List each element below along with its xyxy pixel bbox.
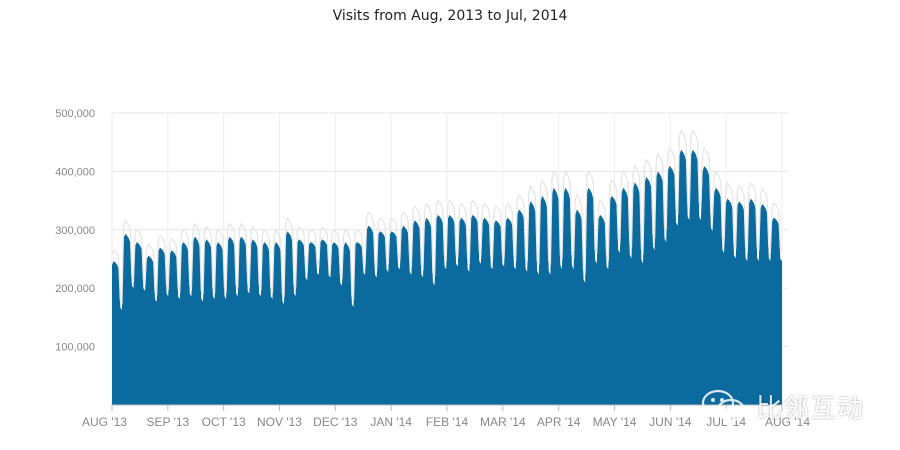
x-tick-label: NOV '13 (257, 415, 302, 429)
x-tick-label: AUG '13 (82, 415, 127, 429)
visits-area (112, 149, 782, 405)
y-tick-label: 100,000 (55, 342, 95, 354)
y-tick-label: 200,000 (55, 283, 95, 295)
visits-line (111, 128, 783, 306)
y-tick-label: 400,000 (55, 166, 95, 178)
x-tick-label: AUG '14 (765, 415, 810, 429)
x-tick-label: SEP '13 (146, 415, 189, 429)
y-tick-label: 300,000 (55, 225, 95, 237)
x-tick-label: JUN '14 (649, 415, 692, 429)
x-tick-label: MAR '14 (480, 415, 526, 429)
watermark: 比邻互动 (700, 388, 890, 424)
x-tick-label: APR '14 (537, 415, 581, 429)
y-tick-label: 500,000 (55, 108, 95, 120)
wechat-icon (701, 389, 746, 422)
x-tick-label: JAN '14 (370, 415, 412, 429)
watermark-text: 比邻互动 (756, 393, 865, 424)
x-tick-label: OCT '13 (202, 415, 246, 429)
x-tick-label: FEB '14 (426, 415, 469, 429)
x-tick-label: DEC '13 (313, 415, 358, 429)
x-tick-label: MAY '14 (593, 415, 637, 429)
chart-title: Visits from Aug, 2013 to Jul, 2014 (332, 8, 568, 24)
